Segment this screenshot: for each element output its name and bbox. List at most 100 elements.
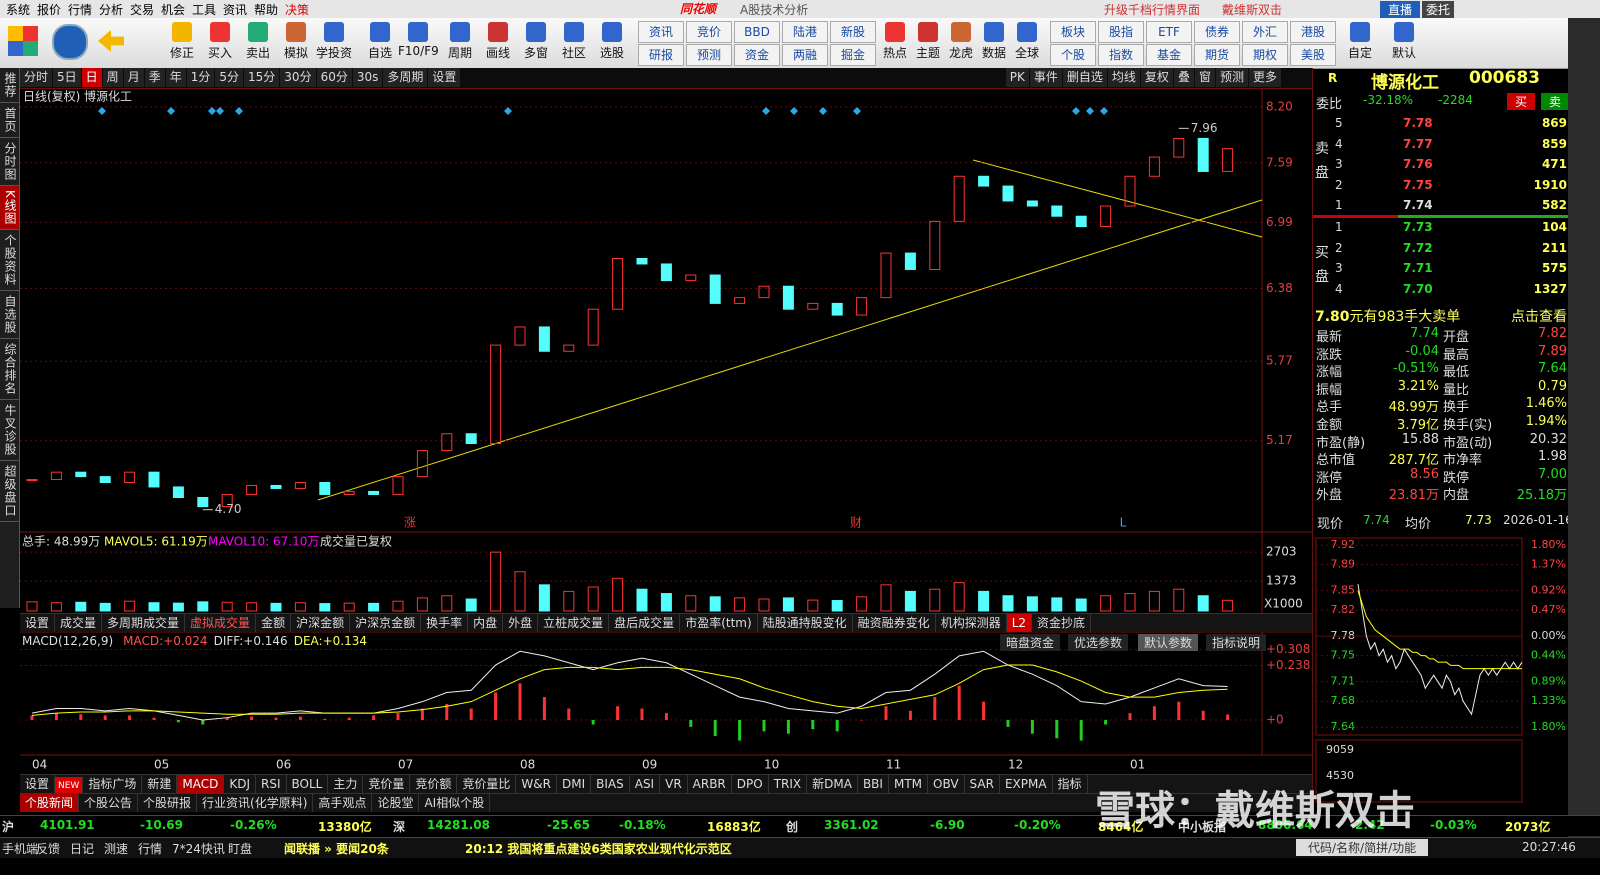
grid-button[interactable]: 两融 <box>782 44 828 66</box>
period-button[interactable]: 设置 <box>428 68 461 87</box>
period-button[interactable]: 30s <box>352 68 383 87</box>
indicator-tab[interactable]: 沪深金额 <box>291 614 351 632</box>
grid-button[interactable]: 港股 <box>1290 21 1336 43</box>
period-button[interactable]: 60分 <box>316 68 352 87</box>
indicator-tab[interactable]: L2 <box>1006 614 1033 632</box>
bottom-tab[interactable]: KDJ <box>224 775 257 793</box>
news-tab[interactable]: 高手观点 <box>313 794 373 812</box>
news-tab[interactable]: 论股堂 <box>372 794 420 812</box>
grid-button[interactable]: 股指 <box>1098 21 1144 43</box>
indicator-tab[interactable]: 设置 <box>20 614 56 632</box>
menu-item[interactable]: 行情 <box>68 3 93 17</box>
news-tab[interactable]: AI相似个股 <box>419 794 491 812</box>
bottom-tab[interactable]: DPO <box>732 775 769 793</box>
side-tab[interactable]: 个股资料 <box>0 230 19 291</box>
bottom-tab[interactable]: VR <box>660 775 688 793</box>
indicator-tab[interactable]: 虚拟成交量 <box>185 614 257 632</box>
status-item[interactable]: 反馈 <box>36 842 61 856</box>
bottom-tab[interactable]: RSI <box>256 775 287 793</box>
bottom-tab[interactable]: 指标广场 <box>83 775 143 793</box>
tool-button[interactable]: 社区 <box>554 22 594 61</box>
tool-button[interactable]: 自选 <box>360 22 400 61</box>
bottom-tab[interactable]: 新建 <box>142 775 178 793</box>
indicator-tab[interactable]: 陆股通持股变化 <box>758 614 853 632</box>
tool-button[interactable]: 买入 <box>200 22 240 61</box>
indicator-tab[interactable]: 盘后成交量 <box>609 614 681 632</box>
menu-item[interactable]: 系统 <box>6 3 31 17</box>
bottom-tab[interactable]: TRIX <box>769 775 808 793</box>
menu-item[interactable]: 帮助 <box>254 3 279 17</box>
bottom-tab[interactable]: DMI <box>557 775 592 793</box>
tool-button[interactable]: 自定 <box>1340 22 1380 61</box>
indicator-tab[interactable]: 金额 <box>256 614 292 632</box>
bottom-tab[interactable]: 指标 <box>1053 775 1088 793</box>
bottom-tab[interactable]: 新DMA <box>807 775 858 793</box>
period-button[interactable]: 5分 <box>215 68 244 87</box>
grid-button[interactable]: 期货 <box>1194 44 1240 66</box>
side-tab[interactable]: K线图 <box>0 186 19 230</box>
status-item[interactable]: 行情 <box>138 842 163 856</box>
bottom-tab[interactable]: OBV <box>928 775 965 793</box>
bottom-tab[interactable]: 设置 <box>20 775 56 793</box>
menu-right[interactable]: 直播 <box>1380 1 1421 18</box>
indicator-tab[interactable]: 立桩成交量 <box>538 614 610 632</box>
index-field[interactable]: 中小板指 <box>1178 820 1227 834</box>
grid-button[interactable]: 预测 <box>686 44 732 66</box>
tool-button[interactable]: 主题 <box>908 22 948 61</box>
tool-button[interactable]: 全球 <box>1007 22 1047 61</box>
tool-button[interactable]: 数据 <box>974 22 1014 61</box>
grid-button[interactable]: ETF <box>1146 21 1192 43</box>
macd-button[interactable]: 暗盘资金 <box>1000 634 1061 651</box>
news-tab[interactable]: 行业资讯(化学原料) <box>197 794 314 812</box>
period-button[interactable]: 删自选 <box>1062 68 1107 87</box>
grid-button[interactable]: 指数 <box>1098 44 1144 66</box>
big-order[interactable]: 7.80元有983手大卖单 点击查看 <box>1315 306 1567 326</box>
grid-button[interactable]: 基金 <box>1146 44 1192 66</box>
tool-button[interactable]: 龙虎 <box>941 22 981 61</box>
bottom-tab[interactable]: MTM <box>889 775 929 793</box>
news-tab[interactable]: 个股新闻 <box>20 794 80 812</box>
indicator-tab[interactable]: 多周期成交量 <box>102 614 186 632</box>
grid-button[interactable]: 外汇 <box>1242 21 1288 43</box>
period-button[interactable]: 预测 <box>1215 68 1248 87</box>
period-button[interactable]: 月 <box>123 68 144 87</box>
tool-button[interactable]: 热点 <box>875 22 915 61</box>
grid-button[interactable]: 竞价 <box>686 21 732 43</box>
macd-button[interactable]: 优选参数 <box>1068 634 1129 651</box>
side-tab[interactable]: 超级盘口 <box>0 461 19 522</box>
grid-button[interactable]: BBD <box>734 21 780 43</box>
bottom-tab[interactable]: EXPMA <box>1000 775 1053 793</box>
indicator-tab[interactable]: 成交量 <box>55 614 103 632</box>
bottom-tab[interactable]: BBI <box>858 775 889 793</box>
menu-item[interactable]: 资讯 <box>223 3 248 17</box>
period-button[interactable]: 更多 <box>1248 68 1281 87</box>
sell-button[interactable]: 卖 <box>1541 93 1570 110</box>
menu-item[interactable]: 机会 <box>161 3 186 17</box>
tool-button[interactable]: 画线 <box>478 22 518 61</box>
index-field[interactable]: 沪 <box>2 820 15 834</box>
status-item[interactable]: 日记 <box>70 842 95 856</box>
period-button[interactable]: 复权 <box>1140 68 1173 87</box>
indicator-tab[interactable]: 融资融券变化 <box>853 614 936 632</box>
indicator-tab[interactable]: 市盈率(ttm) <box>680 614 758 632</box>
news-tab[interactable]: 个股研报 <box>138 794 198 812</box>
menu-right[interactable]: 戴维斯双击 <box>1222 3 1283 17</box>
tool-button[interactable]: 默认 <box>1384 22 1424 61</box>
grid-button[interactable]: 美股 <box>1290 44 1336 66</box>
tool-button[interactable]: 学投资 <box>314 22 354 61</box>
bottom-tab[interactable]: NEW <box>55 777 84 795</box>
bottom-tab[interactable]: 竞价量 <box>363 775 411 793</box>
bottom-tab[interactable]: BIAS <box>591 775 630 793</box>
period-button[interactable]: 均线 <box>1107 68 1140 87</box>
period-button[interactable]: 分时 <box>20 68 53 87</box>
status-item[interactable]: 盯盘 <box>228 842 253 856</box>
bottom-tab[interactable]: W&R <box>516 775 557 793</box>
grid-button[interactable]: 债券 <box>1194 21 1240 43</box>
period-button[interactable]: 5日 <box>53 68 81 87</box>
tool-button[interactable]: 选股 <box>592 22 632 61</box>
grid-button[interactable]: 个股 <box>1050 44 1096 66</box>
index-field[interactable]: 创 <box>786 820 799 834</box>
tool-button[interactable]: F10/F9 <box>398 22 439 58</box>
indicator-tab[interactable]: 资金抄底 <box>1032 614 1092 632</box>
menu-item[interactable]: 分析 <box>99 3 124 17</box>
